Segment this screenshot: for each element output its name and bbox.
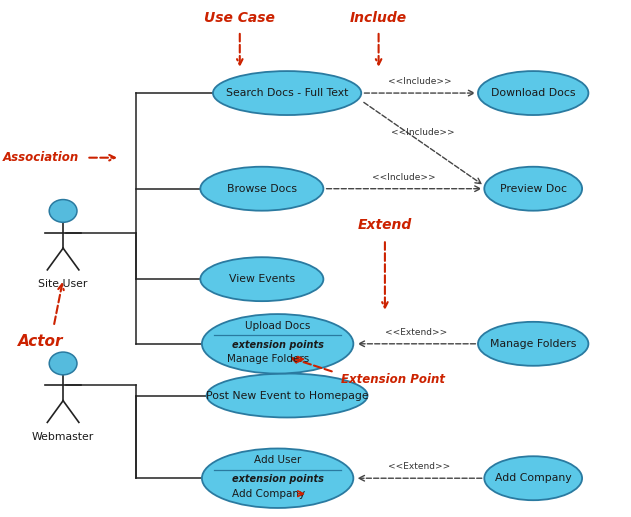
Text: <<Include>>: <<Include>> xyxy=(388,77,452,86)
Text: <<Include>>: <<Include>> xyxy=(391,128,455,136)
Text: Extend: Extend xyxy=(358,218,412,232)
Text: Association: Association xyxy=(3,151,79,164)
Text: Site User: Site User xyxy=(38,279,88,289)
Text: Manage Folders: Manage Folders xyxy=(227,354,309,364)
Text: <<Extend>>: <<Extend>> xyxy=(386,328,447,337)
Text: Manage Folders: Manage Folders xyxy=(490,339,576,349)
Ellipse shape xyxy=(485,166,582,211)
Text: extension points: extension points xyxy=(232,475,324,484)
Ellipse shape xyxy=(202,448,353,508)
Text: Preview Doc: Preview Doc xyxy=(500,184,567,194)
Ellipse shape xyxy=(213,71,361,115)
Text: Search Docs - Full Text: Search Docs - Full Text xyxy=(226,88,348,98)
Text: Webmaster: Webmaster xyxy=(32,432,94,442)
Ellipse shape xyxy=(200,166,323,211)
Text: extension points: extension points xyxy=(232,340,324,350)
Ellipse shape xyxy=(485,456,582,500)
Text: <<Include>>: <<Include>> xyxy=(372,173,436,182)
Ellipse shape xyxy=(478,322,588,366)
Circle shape xyxy=(49,352,77,375)
Text: Actor: Actor xyxy=(18,333,64,349)
Text: Include: Include xyxy=(350,11,407,25)
Text: Add User: Add User xyxy=(254,455,301,465)
Text: Browse Docs: Browse Docs xyxy=(227,184,297,194)
Circle shape xyxy=(49,200,77,222)
Text: Download Docs: Download Docs xyxy=(491,88,575,98)
Ellipse shape xyxy=(478,71,588,115)
Text: Add Company: Add Company xyxy=(232,489,305,499)
Text: Extension Point: Extension Point xyxy=(341,373,445,387)
Text: <<Extend>>: <<Extend>> xyxy=(389,462,451,472)
Text: Add Company: Add Company xyxy=(495,473,572,483)
Text: View Events: View Events xyxy=(229,274,295,284)
Ellipse shape xyxy=(202,314,353,373)
Ellipse shape xyxy=(207,373,367,418)
Text: Upload Docs: Upload Docs xyxy=(245,321,310,331)
Ellipse shape xyxy=(200,257,323,301)
Text: Use Case: Use Case xyxy=(204,11,275,25)
Text: Post New Event to Homepage: Post New Event to Homepage xyxy=(206,390,369,401)
